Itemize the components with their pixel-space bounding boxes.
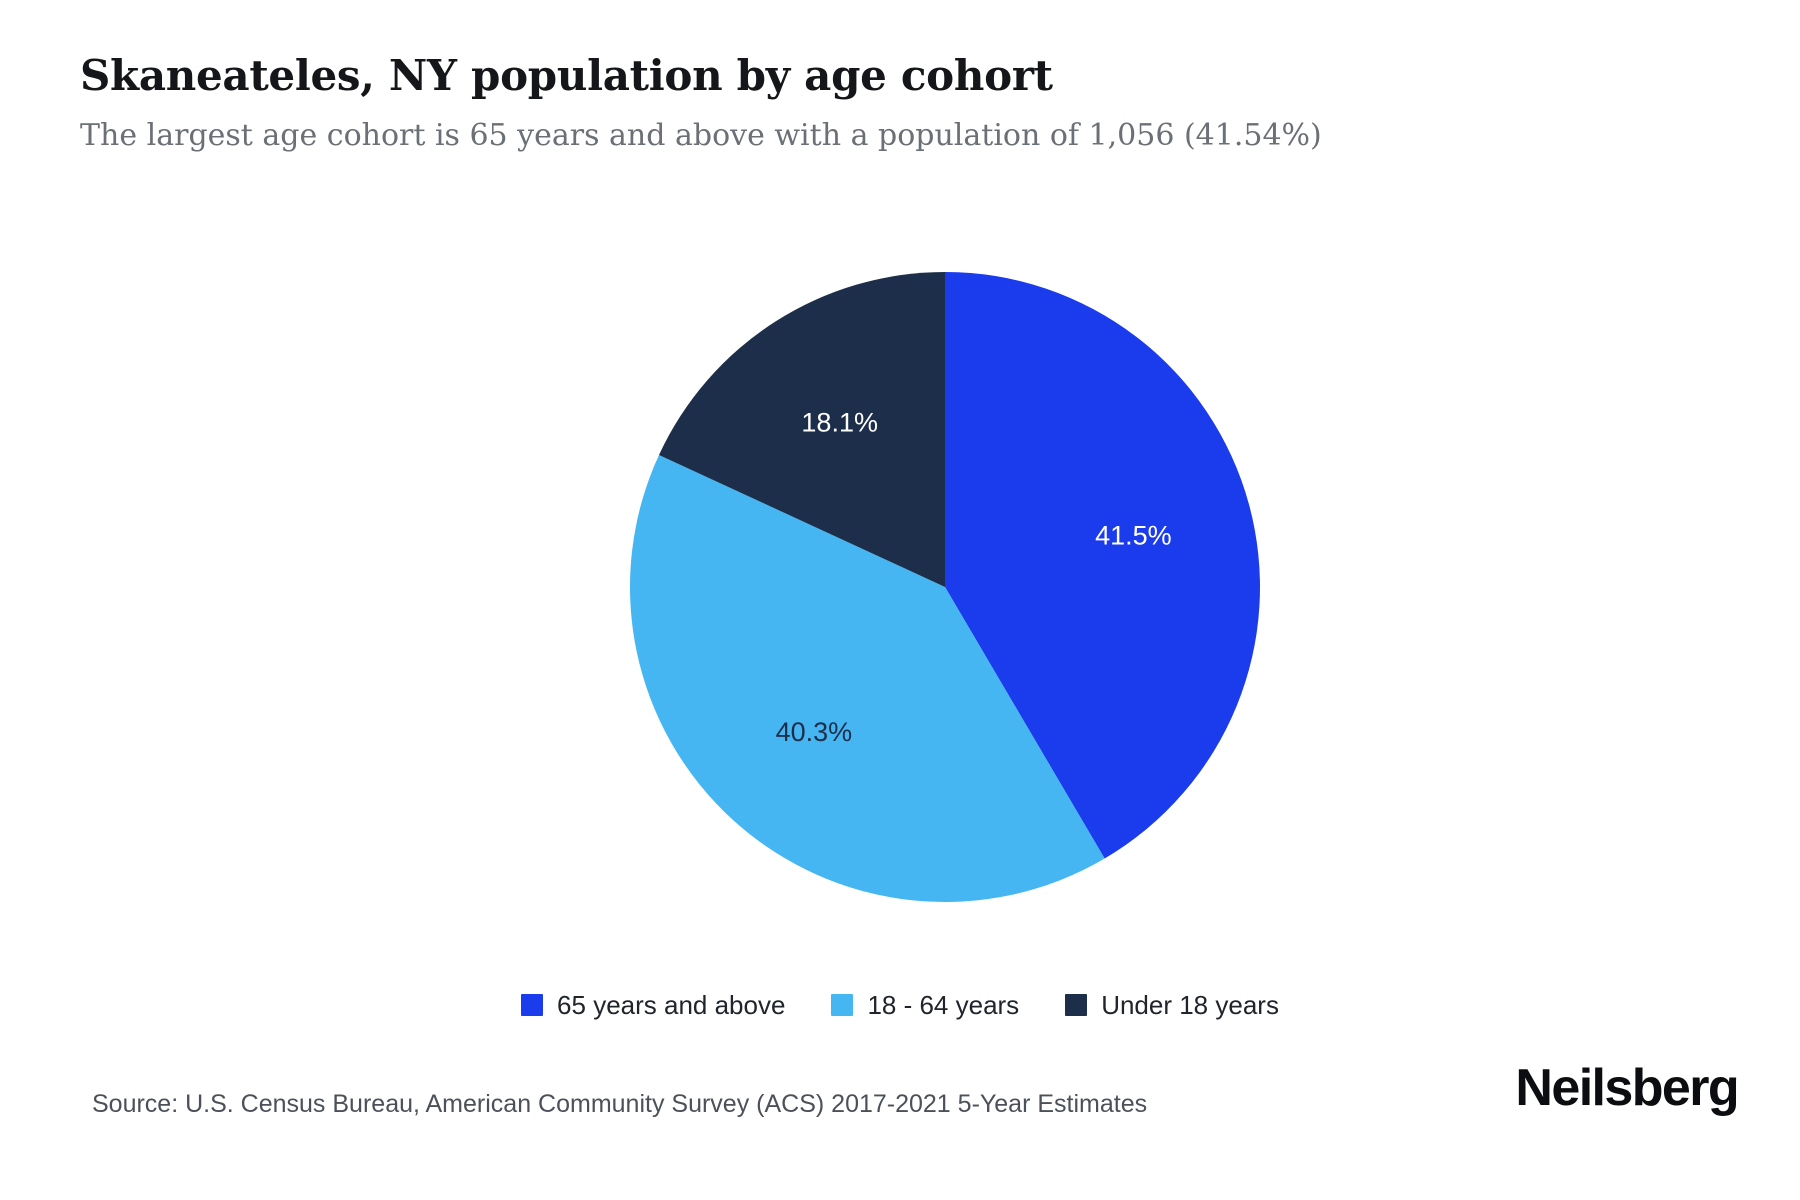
page-title: Skaneateles, NY population by age cohort (80, 51, 1053, 100)
source-note: Source: U.S. Census Bureau, American Com… (92, 1090, 1148, 1118)
pie-slice-group (630, 272, 1260, 902)
pie-slice[interactable] (945, 272, 1260, 859)
pie-slice-label: 40.3% (776, 717, 853, 747)
pie-slice-label: 41.5% (1095, 521, 1172, 551)
legend-swatch-icon (1065, 994, 1088, 1016)
legend-item-label: 65 years and above (557, 990, 786, 1020)
neilsberg-logo: Neilsberg (1515, 1059, 1739, 1117)
legend-item[interactable]: Under 18 years (1065, 992, 1279, 1018)
legend-item-label: Under 18 years (1101, 990, 1279, 1020)
pie-slice[interactable] (658, 272, 945, 587)
pie-slice[interactable] (630, 455, 1105, 902)
legend-swatch-icon (831, 994, 854, 1016)
chart-subtitle: The largest age cohort is 65 years and a… (80, 118, 1322, 154)
legend-item-label: 18 - 64 years (867, 990, 1020, 1020)
legend-item[interactable]: 65 years and above (521, 992, 785, 1018)
pie-slice-label: 18.1% (801, 408, 878, 438)
chart-plot-area: 41.5% 40.3% 18.1% (0, 230, 1800, 950)
chart-legend: 65 years and above 18 - 64 years Under 18 … (0, 992, 1800, 1018)
pie-label-group: 41.5% 40.3% 18.1% (776, 408, 1172, 747)
pie-chart: 41.5% 40.3% 18.1% (630, 272, 1260, 902)
legend-item[interactable]: 18 - 64 years (831, 992, 1019, 1018)
chart-header: Skaneateles, NY population by age cohort… (80, 51, 1720, 154)
legend-swatch-icon (521, 994, 544, 1016)
